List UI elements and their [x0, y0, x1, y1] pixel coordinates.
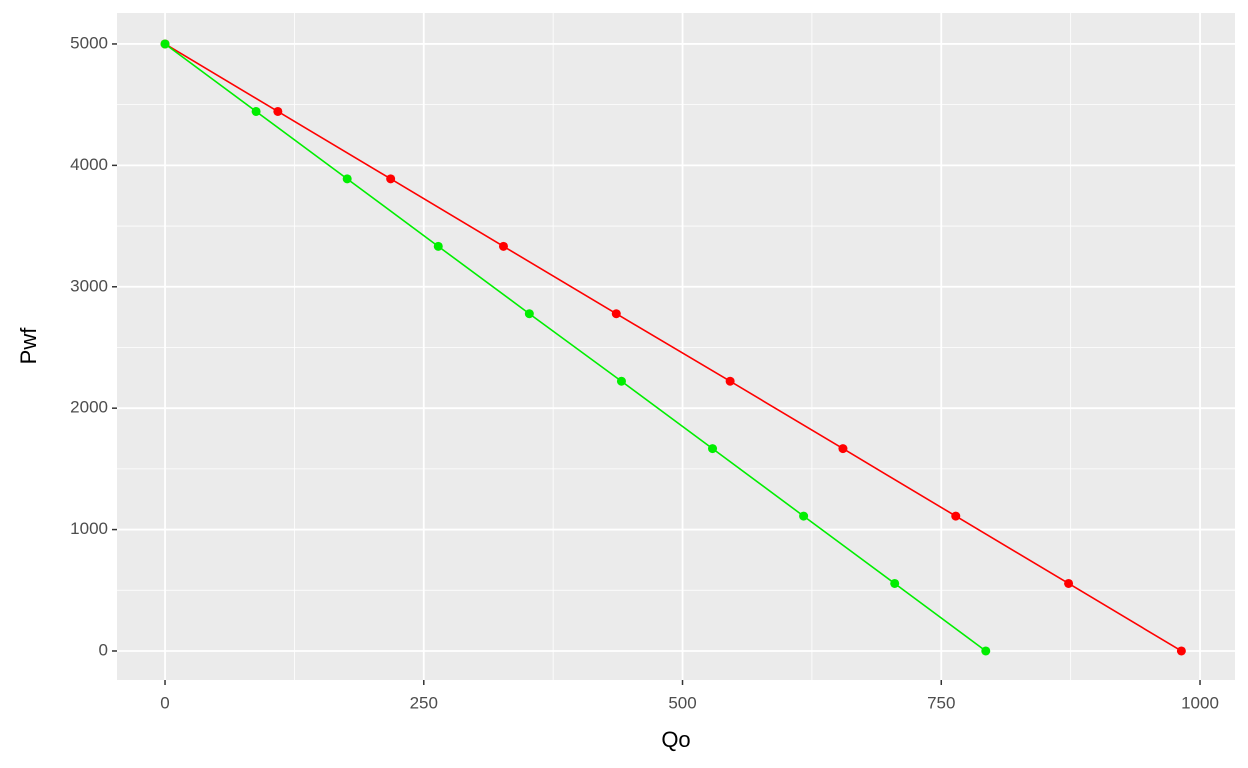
series-line	[164, 43, 1182, 652]
point	[725, 376, 735, 386]
y-axis-title: Pwf	[16, 327, 41, 365]
x-tick-label: 0	[160, 693, 169, 712]
point	[616, 376, 626, 386]
point	[273, 106, 283, 116]
x-tick-label: 250	[410, 693, 438, 712]
point	[433, 241, 443, 251]
point	[890, 578, 900, 588]
panel	[117, 13, 1235, 680]
y-tick-label: 0	[99, 640, 108, 659]
series-line	[164, 43, 987, 652]
x-axis-title: Qo	[661, 727, 690, 752]
point	[708, 444, 718, 454]
point	[1064, 578, 1074, 588]
point	[611, 309, 621, 319]
point	[251, 106, 261, 116]
point	[1176, 646, 1186, 656]
x-tick-label: 750	[927, 693, 955, 712]
point	[524, 309, 534, 319]
x-tick-label: 500	[668, 693, 696, 712]
y-tick-label: 1000	[70, 519, 108, 538]
point	[981, 646, 991, 656]
point	[160, 39, 170, 49]
y-tick-label: 2000	[70, 398, 108, 417]
y-tick-label: 3000	[70, 276, 108, 295]
y-tick-label: 5000	[70, 33, 108, 52]
point	[386, 174, 396, 184]
point	[342, 174, 352, 184]
y-tick-label: 4000	[70, 155, 108, 174]
x-tick-label: 1000	[1181, 693, 1219, 712]
point	[498, 241, 508, 251]
point	[838, 444, 848, 454]
point	[951, 511, 961, 521]
point	[799, 511, 809, 521]
